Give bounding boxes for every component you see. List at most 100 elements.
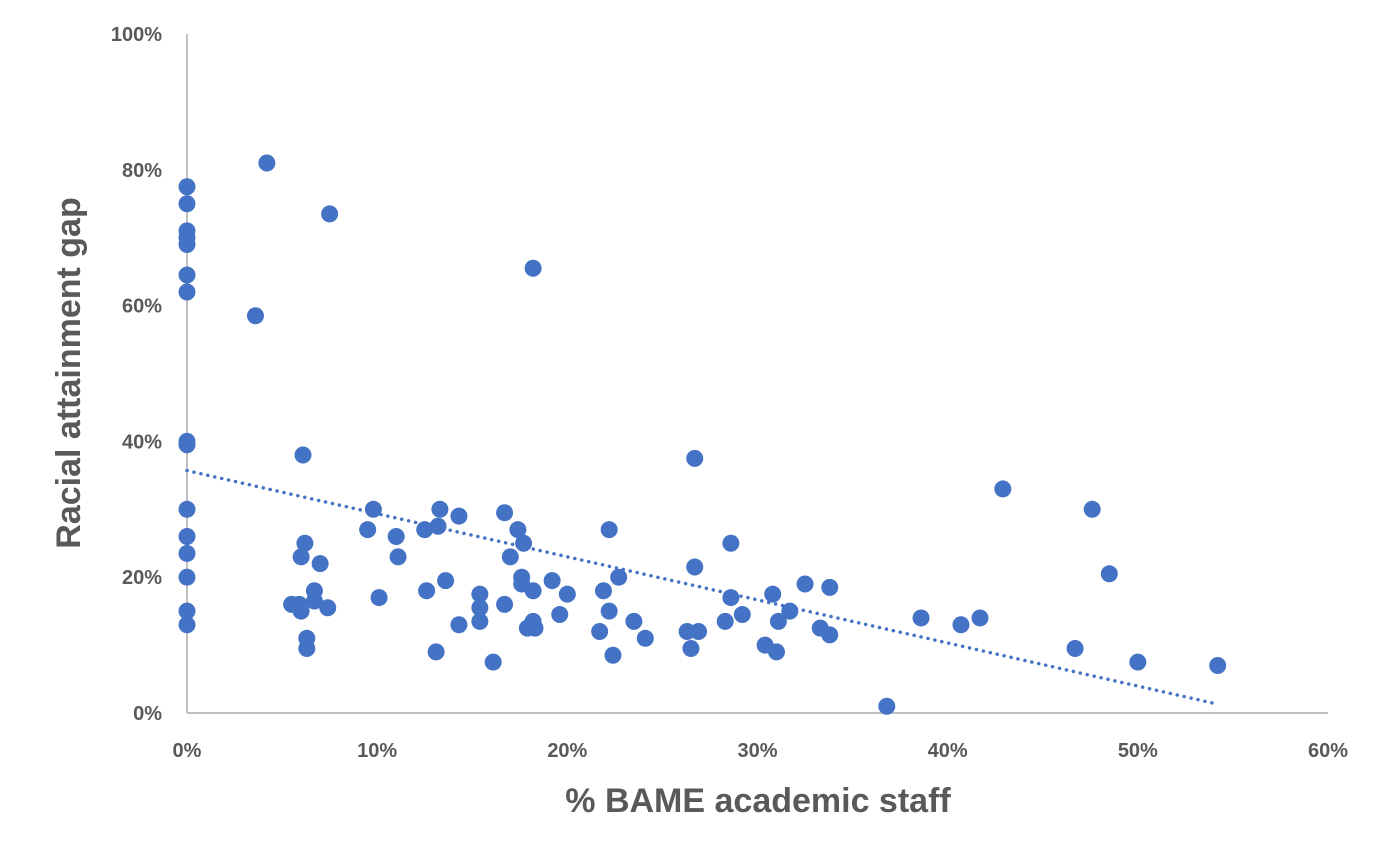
y-tick-label: 0% — [133, 703, 162, 725]
data-point — [509, 521, 527, 539]
data-points-layer — [178, 154, 1227, 715]
data-point — [471, 599, 489, 617]
data-point — [768, 643, 786, 661]
data-point — [370, 589, 388, 607]
x-tick-label: 50% — [1118, 740, 1158, 762]
data-point — [1100, 565, 1118, 583]
data-point — [364, 500, 382, 518]
data-point — [178, 178, 196, 196]
data-point — [178, 235, 196, 253]
data-point — [246, 307, 264, 325]
data-point — [1066, 639, 1084, 657]
data-point — [178, 544, 196, 562]
data-point — [551, 606, 569, 624]
data-point — [764, 585, 782, 603]
data-point — [1209, 656, 1227, 674]
data-point — [178, 195, 196, 213]
data-point — [686, 558, 704, 576]
data-point — [427, 643, 445, 661]
data-point — [781, 602, 799, 620]
y-tick-label: 20% — [122, 567, 162, 589]
data-point — [416, 521, 434, 539]
data-point — [178, 568, 196, 586]
data-point — [600, 602, 618, 620]
data-point — [305, 592, 323, 610]
data-point — [178, 616, 196, 634]
data-point — [178, 602, 196, 620]
data-point — [178, 527, 196, 545]
data-point — [543, 572, 561, 590]
data-point — [389, 548, 407, 566]
data-point — [686, 449, 704, 467]
data-point — [178, 266, 196, 284]
data-point — [359, 521, 377, 539]
data-point — [716, 612, 734, 630]
data-point — [604, 646, 622, 664]
data-point — [524, 582, 542, 600]
data-point — [387, 527, 405, 545]
data-point — [636, 629, 654, 647]
data-point — [292, 602, 310, 620]
data-point — [610, 568, 628, 586]
data-point — [292, 548, 310, 566]
x-axis-title: % BAME academic staff — [565, 782, 951, 820]
x-tick-label: 60% — [1308, 740, 1348, 762]
data-point — [496, 595, 514, 613]
data-point — [450, 616, 468, 634]
y-tick-labels: 0% 20% 40% 60% 80% 100% — [111, 24, 162, 725]
data-point — [496, 504, 514, 522]
data-point — [178, 436, 196, 454]
data-point — [471, 585, 489, 603]
data-point — [431, 500, 449, 518]
y-tick-label: 80% — [122, 160, 162, 182]
data-point — [733, 606, 751, 624]
data-point — [821, 626, 839, 644]
data-point — [912, 609, 930, 627]
x-tick-label: 0% — [173, 740, 202, 762]
data-point — [600, 521, 618, 539]
data-point — [296, 534, 314, 552]
y-tick-label: 40% — [122, 431, 162, 453]
data-point — [558, 585, 576, 603]
data-point — [526, 619, 544, 637]
x-tick-label: 20% — [547, 740, 587, 762]
data-point — [971, 609, 989, 627]
data-point — [178, 500, 196, 518]
trendline-layer — [185, 468, 1220, 706]
data-point — [311, 555, 329, 573]
data-point — [294, 446, 312, 464]
x-tick-labels: 0% 10% 20% 30% 40% 50% 60% — [173, 740, 1349, 762]
data-point — [796, 575, 814, 593]
data-point — [501, 548, 519, 566]
data-point — [418, 582, 436, 600]
data-point — [591, 623, 609, 641]
data-point — [994, 480, 1012, 498]
data-point — [1083, 500, 1101, 518]
data-point — [450, 507, 468, 525]
data-point — [258, 154, 276, 172]
data-point — [1129, 653, 1147, 671]
data-point — [722, 589, 740, 607]
data-point — [690, 623, 708, 641]
x-tick-label: 40% — [928, 740, 968, 762]
data-point — [821, 578, 839, 596]
y-tick-label: 60% — [122, 296, 162, 318]
data-point — [682, 639, 700, 657]
data-point — [321, 205, 339, 223]
data-point — [319, 599, 337, 617]
data-point — [625, 612, 643, 630]
data-point — [722, 534, 740, 552]
x-tick-label: 10% — [357, 740, 397, 762]
x-tick-label: 30% — [737, 740, 777, 762]
data-point — [429, 517, 447, 535]
data-point — [878, 697, 896, 715]
data-point — [594, 582, 612, 600]
data-point — [298, 639, 316, 657]
data-point — [515, 534, 533, 552]
data-point — [769, 612, 787, 630]
data-point — [952, 616, 970, 634]
data-point — [471, 612, 489, 630]
data-point — [437, 572, 455, 590]
data-point — [484, 653, 502, 671]
